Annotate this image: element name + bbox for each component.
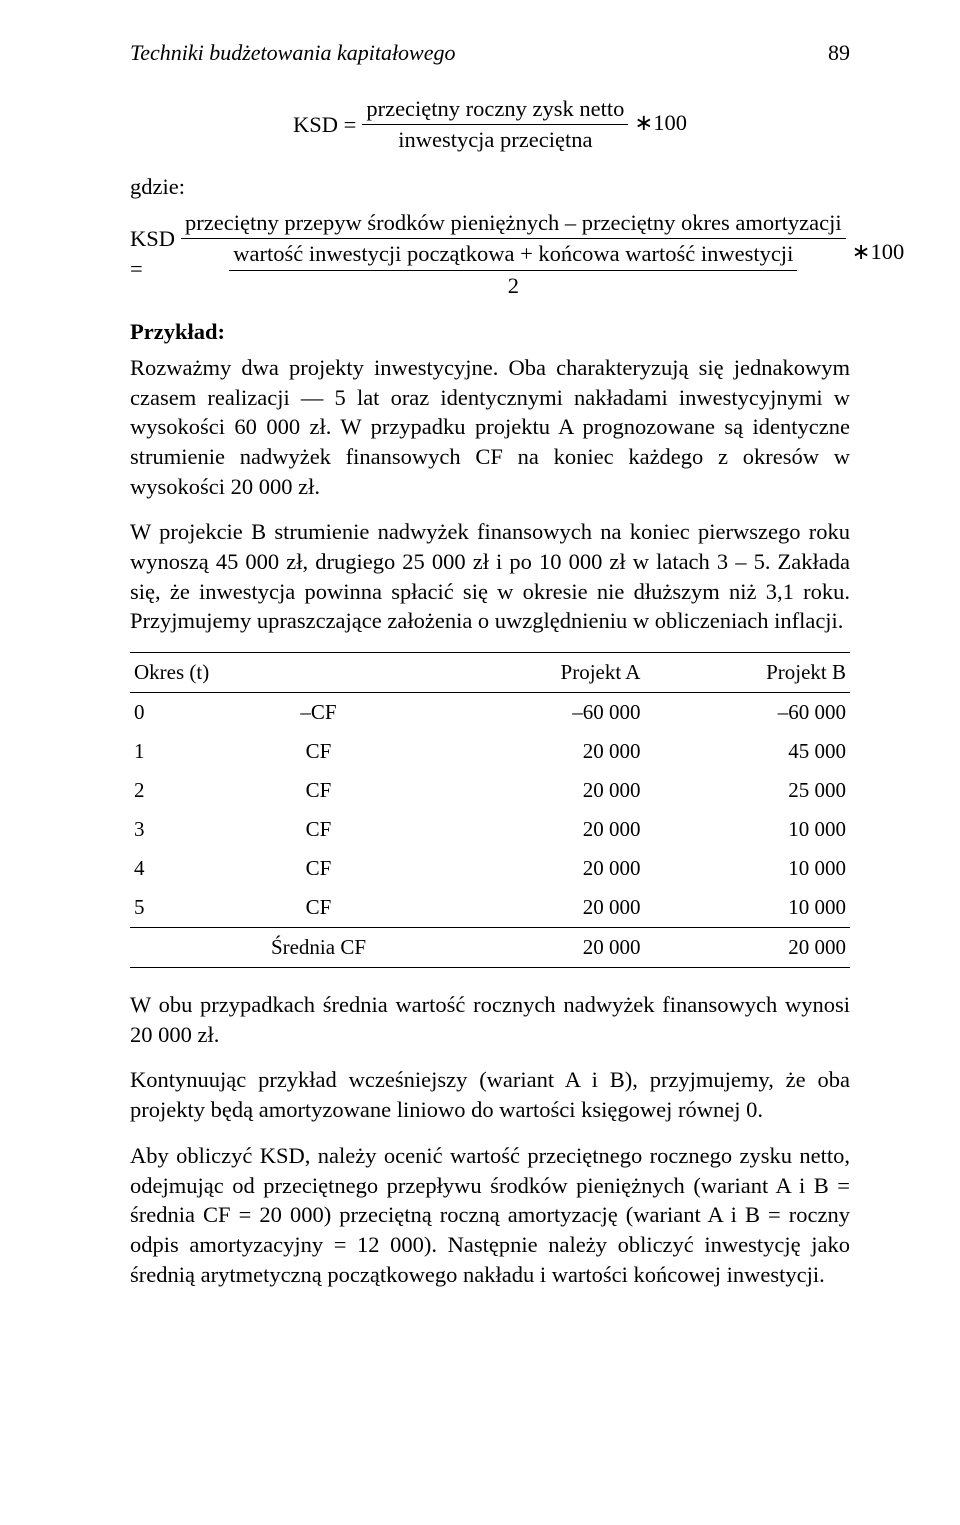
formula2-outer-fraction: przeciętny przepyw środków pieniężnych –…: [181, 208, 846, 301]
example-label: Przykład:: [130, 319, 850, 345]
col-period: Okres (t): [130, 653, 439, 693]
cell-proj-a: 20 000: [439, 888, 645, 928]
cell-label: CF: [198, 888, 439, 928]
cell-period: 3: [130, 810, 198, 849]
cell-period: 4: [130, 849, 198, 888]
formula2-inner: wartość inwestycji początkowa + końcowa …: [219, 239, 807, 301]
formula1-tail: ∗100: [634, 108, 687, 138]
table-row: 5 CF 20 000 10 000: [130, 888, 850, 928]
cell-label: CF: [198, 810, 439, 849]
paragraph-1: Rozważmy dwa projekty inwestycyjne. Oba …: [130, 353, 850, 501]
cell-period: 0: [130, 693, 198, 733]
formula1-lhs: KSD =: [293, 110, 356, 140]
table-row: 0 –CF –60 000 –60 000: [130, 693, 850, 733]
cell-label: CF: [198, 771, 439, 810]
page-container: Techniki budżetowania kapitałowego 89 KS…: [0, 0, 960, 1365]
cell-proj-b: 10 000: [644, 888, 850, 928]
running-head: Techniki budżetowania kapitałowego 89: [130, 40, 850, 66]
table-summary-row: Średnia CF 20 000 20 000: [130, 928, 850, 968]
cell-proj-a: 20 000: [439, 732, 645, 771]
formula2-numerator: przeciętny przepyw środków pieniężnych –…: [181, 208, 846, 238]
formula-ksd-1: KSD = przeciętny roczny zysk netto inwes…: [130, 94, 850, 156]
formula2-midline: wartość inwestycji początkowa + końcowa …: [229, 239, 797, 269]
cell-proj-b: 10 000: [644, 810, 850, 849]
table-row: 3 CF 20 000 10 000: [130, 810, 850, 849]
table-row: 2 CF 20 000 25 000: [130, 771, 850, 810]
paragraph-5: Aby obliczyć KSD, należy ocenić wartość …: [130, 1141, 850, 1289]
cell-label: CF: [198, 732, 439, 771]
formula2-denominator: 2: [504, 271, 523, 301]
cell-label: CF: [198, 849, 439, 888]
cell-proj-b: 25 000: [644, 771, 850, 810]
cell-proj-a: 20 000: [439, 849, 645, 888]
table-row: 4 CF 20 000 10 000: [130, 849, 850, 888]
cell-proj-a: 20 000: [439, 810, 645, 849]
cell-period: 1: [130, 732, 198, 771]
cell-proj-b: 45 000: [644, 732, 850, 771]
cashflow-table: Okres (t) Projekt A Projekt B 0 –CF –60 …: [130, 652, 850, 968]
table-row: 1 CF 20 000 45 000: [130, 732, 850, 771]
col-project-b: Projekt B: [644, 653, 850, 693]
cell-period: 2: [130, 771, 198, 810]
formula2-inner-fraction: wartość inwestycji początkowa + końcowa …: [229, 239, 797, 301]
table-header-row: Okres (t) Projekt A Projekt B: [130, 653, 850, 693]
formula-ksd-2: KSD = przeciętny przepyw środków pienięż…: [130, 208, 850, 301]
page-number: 89: [828, 40, 850, 66]
cell-period: 5: [130, 888, 198, 928]
where-label: gdzie:: [130, 174, 850, 200]
cell-label: –CF: [198, 693, 439, 733]
running-title: Techniki budżetowania kapitałowego: [130, 40, 456, 66]
col-project-a: Projekt A: [439, 653, 645, 693]
formula2-lhs: KSD =: [130, 224, 175, 285]
formula2-tail: ∗100: [852, 237, 905, 267]
paragraph-4: Kontynuując przykład wcześniejszy (waria…: [130, 1065, 850, 1124]
cell-proj-a: 20 000: [439, 771, 645, 810]
paragraph-3: W obu przypadkach średnia wartość roczny…: [130, 990, 850, 1049]
cell-summary-a: 20 000: [439, 928, 645, 968]
formula1-denominator: inwestycja przeciętna: [394, 125, 596, 155]
cell-summary-b: 20 000: [644, 928, 850, 968]
formula1-fraction: przeciętny roczny zysk netto inwestycja …: [362, 94, 628, 156]
example-label-text: Przykład:: [130, 319, 225, 344]
cell-proj-b: –60 000: [644, 693, 850, 733]
cell-proj-b: 10 000: [644, 849, 850, 888]
cell-proj-a: –60 000: [439, 693, 645, 733]
cell-summary-label: Średnia CF: [198, 928, 439, 968]
cell-empty: [130, 928, 198, 968]
paragraph-2: W projekcie B strumienie nadwyżek finans…: [130, 517, 850, 636]
formula1-numerator: przeciętny roczny zysk netto: [362, 94, 628, 124]
